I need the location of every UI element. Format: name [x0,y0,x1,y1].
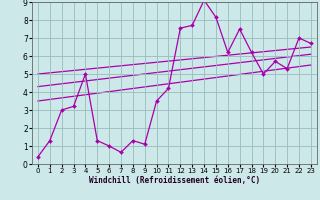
X-axis label: Windchill (Refroidissement éolien,°C): Windchill (Refroidissement éolien,°C) [89,176,260,185]
